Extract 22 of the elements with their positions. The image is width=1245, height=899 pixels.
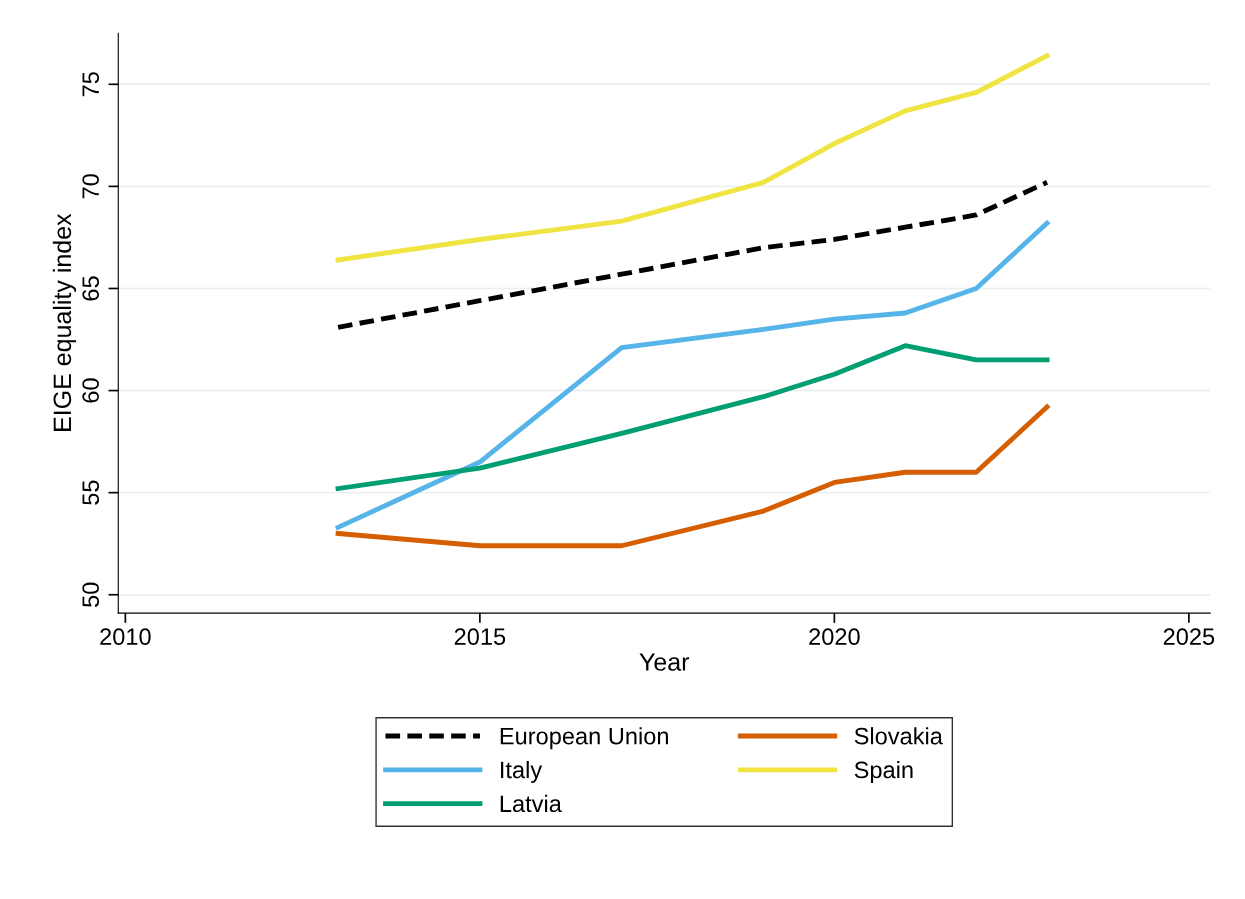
line-series xyxy=(335,220,1050,530)
y-tick-label: 70 xyxy=(82,174,100,199)
legend-label: Latvia xyxy=(500,794,562,813)
line-series xyxy=(335,343,1050,491)
x-tick-label: 2020 xyxy=(809,628,860,646)
y-tick-label: 75 xyxy=(82,72,100,97)
line-series xyxy=(335,53,1050,263)
x-tick-label: 2025 xyxy=(1163,628,1215,646)
y-tick-label: 60 xyxy=(82,378,100,403)
legend-label: Spain xyxy=(854,760,913,783)
x-axis-title: Year xyxy=(639,653,690,671)
legend-label: Slovakia xyxy=(854,727,943,745)
y-tick-label: 65 xyxy=(82,276,100,301)
y-tick-label: 50 xyxy=(82,582,100,607)
y-tick-label: 55 xyxy=(82,480,100,505)
line-series xyxy=(335,404,1050,549)
y-axis-title: EIGE equality index xyxy=(52,213,77,431)
x-tick-label: 2010 xyxy=(100,628,151,646)
legend-label: European Union xyxy=(500,727,668,750)
line-series xyxy=(335,179,1050,330)
x-tick-label: 2015 xyxy=(454,628,506,646)
legend-label: Italy xyxy=(501,760,543,783)
